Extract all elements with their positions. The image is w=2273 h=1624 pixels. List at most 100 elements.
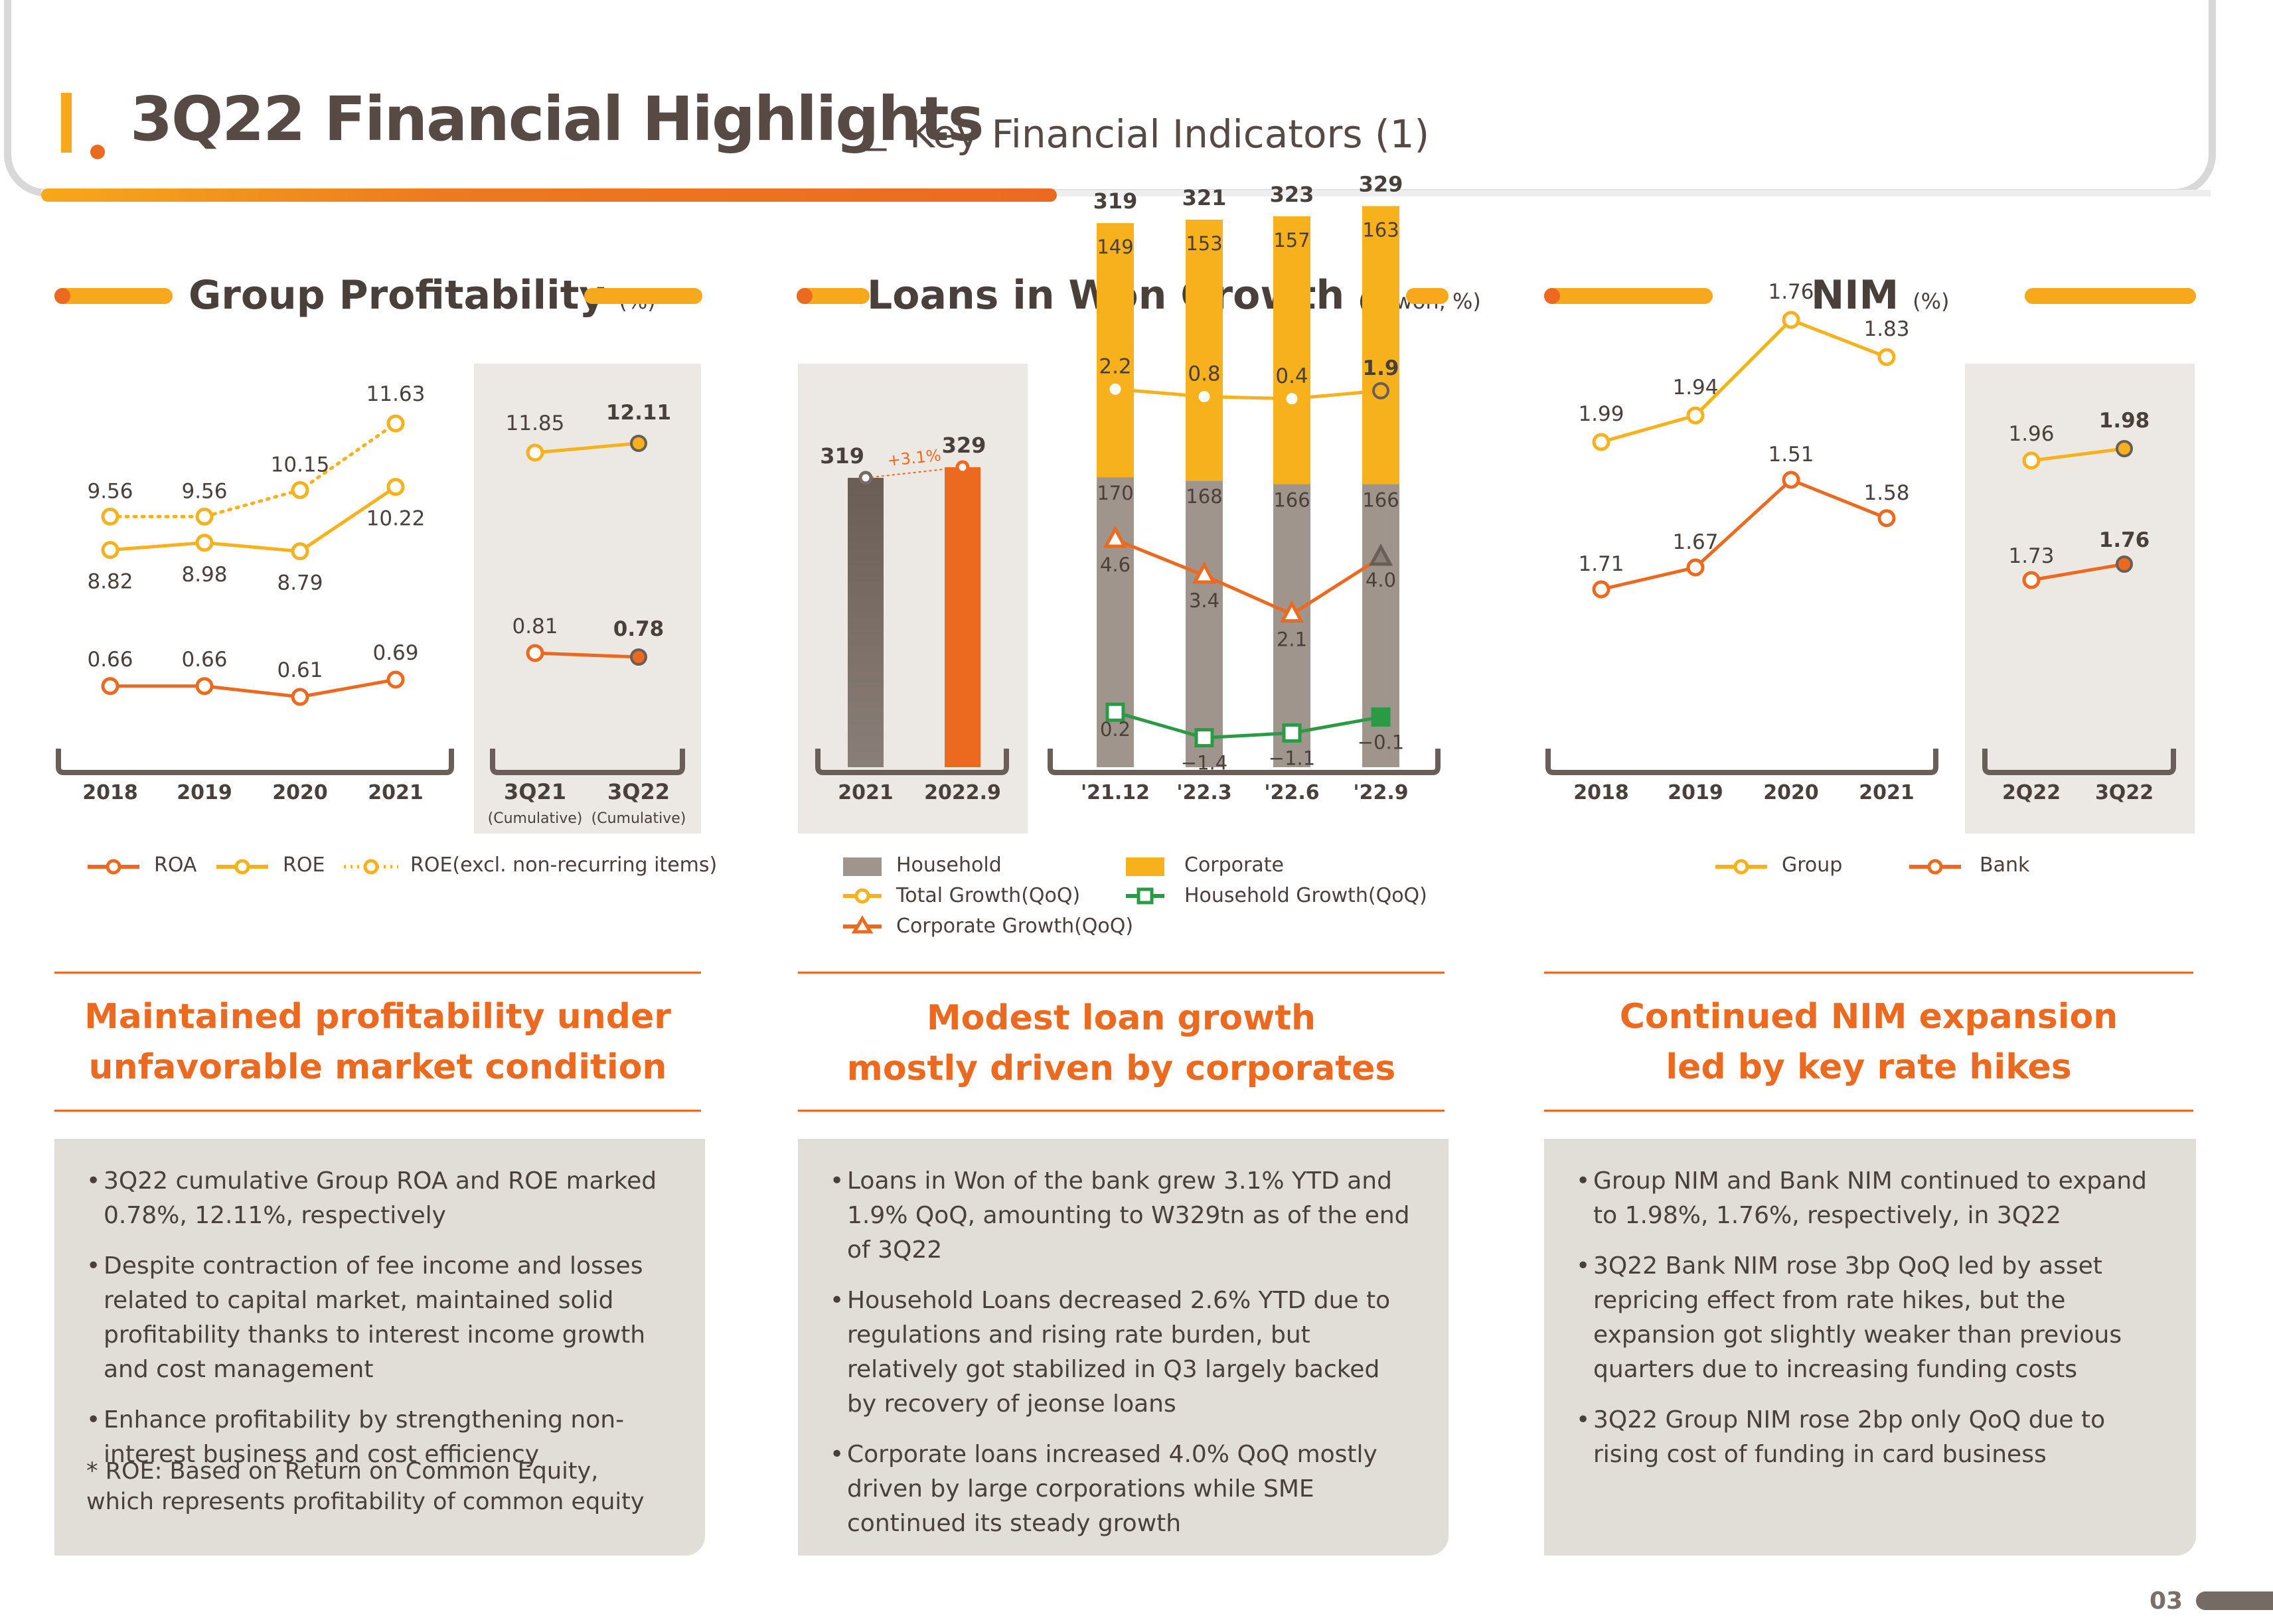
group-nim-point [1592,433,1610,451]
household-growth-line [1115,710,1381,740]
x-tick-label: 2Q22 [2002,781,2061,804]
roe-quarterly-point [526,443,544,462]
bank-nim-quarterly-label: 1.73 [2008,544,2054,568]
group-nim-label: 1.83 [1863,317,1909,341]
total-growth-label: 2.2 [1099,354,1131,378]
nim-annual-axis [1545,749,1938,775]
roe-excl-label: 9.56 [181,479,227,503]
divider [54,1110,701,1112]
legend-bank: Bank [1980,853,2030,877]
household-growth-label: 0.2 [1100,718,1131,741]
bullet: Despite contraction of fee income and lo… [86,1249,670,1387]
roe-label: 8.82 [87,570,133,594]
roe-point [195,534,214,552]
nim-title: NIM (%) [1811,272,1950,319]
corporate-growth-line [1115,538,1382,617]
loan-annual-bar [848,478,884,767]
bullet: Corporate loans increased 4.0% QoQ mostl… [830,1438,1414,1541]
corporate-bar-label: 149 [1097,236,1133,258]
divider [798,1110,1445,1112]
legend-corporate-growth: Corporate Growth(QoQ) [896,915,1134,938]
total-growth-point [1195,388,1214,406]
nim-quarterly-axis [1982,749,2176,775]
legend-corporate: Corporate [1184,853,1284,877]
corporate-bar [1273,216,1310,484]
loan-annual-point [858,471,873,485]
total-growth-label: 0.4 [1275,364,1308,388]
loans-quarterly-axis [1048,749,1441,775]
bank-nim-quarterly-label: 1.76 [2099,528,2150,552]
bank-nim-label: 1.58 [1863,481,1909,505]
roa-label: 0.66 [181,648,227,672]
total-growth-label: 0.8 [1188,362,1220,386]
chart-marks: 2018 2019 2020 2021 9.56 9.56 10.15 11.63 8.82 8.… [82,171,2154,827]
legend-roa-marker [106,859,121,875]
x-tick-label: '21.12 [1081,781,1150,804]
household-bar [1186,480,1223,767]
section-dot [54,288,70,304]
loans-textbox: Loans in Won of the bank grew 3.1% YTD a… [798,1139,1449,1556]
household-growth-point [1282,723,1302,743]
group-nim-point [1877,348,1896,366]
loan-annual-label: 329 [942,433,986,458]
roe-label: 8.79 [277,571,323,595]
bank-nim-line [1601,478,1887,591]
corporate-growth-point [1192,561,1217,584]
group-nim-point [1686,406,1705,425]
x-tick-sublabel: (Cumulative) [488,810,583,827]
legend-household-growth: Household Growth(QoQ) [1184,884,1427,907]
page-number-bar [2196,1591,2273,1610]
legend-total-growth: Total Growth(QoQ) [896,884,1081,907]
divider [1544,972,2193,974]
bank-nim-label: 1.51 [1768,443,1814,467]
x-tick-label: 2019 [177,781,232,804]
household-growth-point [1194,728,1214,748]
bank-nim-quarterly-point [2116,555,2133,573]
section-dot [797,288,813,304]
corporate-bar-label: 163 [1362,218,1399,241]
profitability-headline: Maintained profitability under unfavorab… [54,992,701,1092]
roa-point [101,677,119,696]
section-pill-left [54,288,173,304]
roe-point [386,478,405,496]
roe-footnote: * ROE: Based on Return on Common Equity,… [86,1458,645,1515]
group-nim-quarterly-label: 1.96 [2008,422,2054,446]
legend-roe-excl: ROE(excl. non-recurring items) [410,853,718,877]
group-nim-label: 1.99 [1578,402,1624,426]
household-bar-label: 168 [1186,485,1222,508]
roe-quarterly-label: 12.11 [606,401,671,425]
legend-household-swatch [843,857,882,876]
legend-household: Household [896,853,1002,877]
roe-line [110,485,397,554]
nim-title-text: NIM [1811,272,1899,319]
nim-headline: Continued NIM expansion led by key rate … [1544,992,2193,1092]
roa-point [195,677,214,696]
loans-annual-panel [798,364,1028,834]
total-growth-point [1372,382,1389,400]
bank-nim-point [1592,580,1610,599]
legend-group-marker [1733,859,1749,875]
household-growth-label: −1.1 [1269,747,1315,769]
corporate-growth-point [1279,600,1304,623]
legend-corporate-swatch [1126,857,1164,876]
profitability-headline-line1: Maintained profitability under [84,997,671,1037]
loan-annual-label: 319 [820,443,864,469]
loans-annual-axis [815,749,1009,775]
roe-quarterly-label: 11.85 [506,411,565,435]
header-progress-bar [41,188,1057,202]
nim-quarterly-panel [1965,364,2195,834]
section-pill-right [2025,288,2196,304]
group-nim-quarterly-point [2116,440,2133,457]
bank-nim-label: 1.71 [1578,552,1624,576]
roe-excl-point [291,480,309,499]
corporate-growth-label: 2.1 [1277,628,1307,651]
bank-nim-point [1686,558,1705,577]
bullet: 3Q22 Group NIM rose 2bp only QoQ due to … [1576,1403,2167,1472]
nim-headline-line1: Continued NIM expansion [1619,997,2118,1037]
roe-excl-point [386,414,405,433]
roa-line [110,678,396,699]
divider [54,972,701,974]
legend-roa: ROA [154,853,197,877]
roa-point [386,670,405,689]
roe-quarterly-line [534,441,639,455]
